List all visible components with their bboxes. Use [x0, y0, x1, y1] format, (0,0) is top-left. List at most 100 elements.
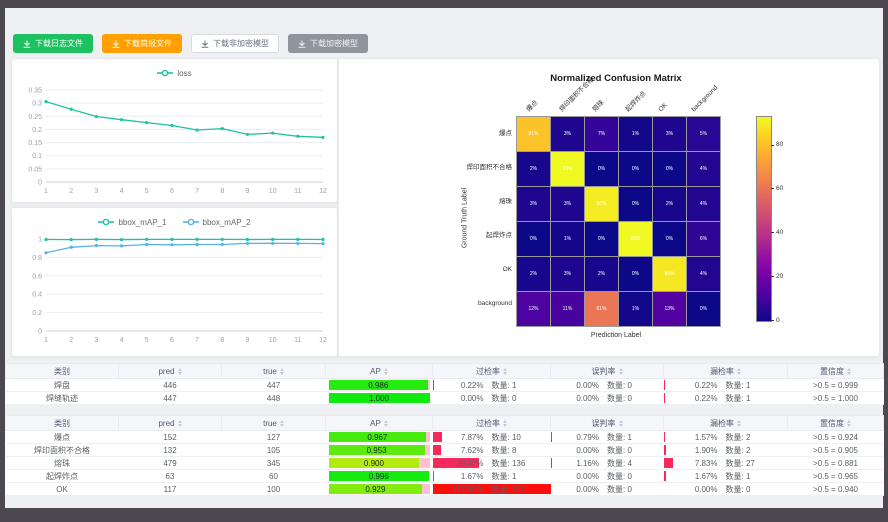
svg-text:0: 0: [38, 329, 42, 336]
col-header-label: 类别: [54, 366, 70, 376]
col-header-ap[interactable]: AP: [325, 363, 433, 379]
sort-icon[interactable]: [503, 419, 507, 427]
sort-icon[interactable]: [847, 419, 851, 427]
rate-percent: 0.22%: [460, 380, 484, 390]
download-icon: [201, 40, 209, 48]
cell-falsedet: 0.00% 数量: 0: [550, 469, 664, 483]
cm-row-label: background: [478, 300, 512, 307]
rate-percent: 1.67%: [694, 471, 718, 481]
rate-count: 数量: 1: [491, 380, 517, 390]
sort-icon[interactable]: [847, 367, 851, 375]
sort-icon[interactable]: [177, 419, 182, 427]
button-label: 下载加密模型: [310, 39, 358, 48]
legend-item-loss[interactable]: loss: [157, 68, 192, 78]
cm-colorbar-tick: [771, 276, 774, 278]
cell-pred: 479: [118, 456, 222, 470]
confusion-matrix-grid: 81% 3% 7% 1% 3% 5% 2% 93% 0% 0% 0% 4% 3% 3% 90% 0% 2% 4% 0…: [516, 116, 721, 327]
sort-icon[interactable]: [503, 367, 507, 375]
cell-class: 起焊炸点: [5, 469, 119, 483]
col-header-ap[interactable]: AP: [325, 415, 433, 431]
rate-count: 数量: 0: [607, 471, 632, 481]
rate-count: 数量: 10: [491, 432, 521, 442]
cell-conf: >0.5 = 0.905: [787, 443, 884, 457]
svg-text:2: 2: [69, 188, 73, 195]
cm-col-label: 熔珠: [591, 99, 606, 114]
rate-count: 数量: 0: [607, 445, 632, 455]
col-header-miss[interactable]: 漏检率: [663, 363, 788, 379]
legend-item-bbox_mAP_2[interactable]: bbox_mAP_2: [182, 218, 251, 227]
ap-bar: 0.929: [328, 484, 423, 494]
rate-bar: [663, 445, 666, 455]
sort-icon[interactable]: [618, 367, 623, 375]
cm-xlabel: Prediction Label: [590, 332, 642, 339]
map-chart-legend: bbox_mAP_1 bbox_mAP_2: [12, 208, 337, 232]
svg-text:0.8: 0.8: [32, 255, 42, 262]
svg-text:10: 10: [269, 188, 277, 195]
sort-icon[interactable]: [737, 367, 741, 375]
cell-true: 447: [221, 378, 326, 392]
col-header-pred[interactable]: pred: [118, 415, 222, 431]
col-header-label: 过检率: [476, 366, 500, 376]
svg-text:1: 1: [44, 188, 48, 195]
cm-cell: 6%: [687, 222, 720, 256]
cell-pred: 446: [118, 378, 222, 392]
cm-colorbar-tick-label: 20: [776, 272, 784, 280]
sort-icon[interactable]: [177, 367, 182, 375]
col-header-over[interactable]: 过检率: [432, 415, 551, 431]
col-header-miss[interactable]: 漏检率: [663, 415, 788, 431]
svg-text:0.05: 0.05: [28, 166, 42, 173]
cell-over: 0.22% 数量: 1: [432, 378, 551, 392]
col-header-label: 置信度: [820, 366, 844, 376]
rate-percent: 1.57%: [694, 432, 718, 442]
download-encrypted-model-button[interactable]: 下载加密模型: [288, 34, 368, 53]
cm-colorbar-tick-label: 80: [776, 141, 784, 149]
rate-percent: 7.62%: [460, 445, 484, 455]
sort-icon[interactable]: [279, 367, 284, 375]
cm-row-label: OK: [502, 266, 512, 273]
rate-percent: 0.22%: [694, 380, 718, 390]
col-header-true[interactable]: true: [221, 363, 326, 379]
dashboard-page: 下载日志文件 下载简报文件 下载非加密模型 下载加密模型 loss 0 0.05 0…: [5, 8, 884, 508]
rate-percent: 0.00%: [576, 471, 599, 481]
svg-text:4: 4: [120, 188, 124, 195]
rate-count: 数量: 1: [607, 432, 632, 442]
col-header-conf[interactable]: 置信度: [787, 363, 884, 379]
svg-text:5: 5: [145, 337, 149, 344]
col-header-falsedet[interactable]: 误判率: [550, 415, 664, 431]
col-header-over[interactable]: 过检率: [432, 363, 551, 379]
col-header-conf[interactable]: 置信度: [787, 415, 884, 431]
sort-icon[interactable]: [618, 419, 623, 427]
legend-item-bbox_mAP_1[interactable]: bbox_mAP_1: [98, 218, 167, 227]
col-header-pred[interactable]: pred: [118, 363, 222, 379]
cm-cell: 93%: [551, 152, 584, 186]
col-header-label: 误判率: [591, 366, 616, 376]
sort-icon[interactable]: [737, 419, 741, 427]
cm-cell: 5%: [687, 117, 720, 151]
rate-count: 数量: 0: [607, 380, 632, 390]
rate-percent: 117.00%: [452, 484, 484, 494]
svg-text:11: 11: [294, 337, 301, 344]
col-header-falsedet[interactable]: 误判率: [550, 363, 664, 379]
col-header-label: 漏检率: [710, 418, 734, 428]
ap-bar: 0.900: [328, 458, 420, 468]
sort-icon[interactable]: [279, 419, 284, 427]
cm-cell: 0%: [653, 152, 686, 186]
cm-row-label: 爆点: [499, 130, 512, 137]
cm-cell: 1%: [619, 292, 652, 326]
svg-text:1: 1: [44, 337, 48, 344]
download-report-button[interactable]: 下载简报文件: [102, 34, 182, 53]
cm-col-label: background: [690, 84, 720, 114]
legend-label: loss: [177, 68, 192, 78]
col-header-label: 误判率: [591, 418, 616, 428]
sort-icon[interactable]: [383, 419, 388, 427]
sort-icon[interactable]: [383, 367, 388, 375]
download-log-button[interactable]: 下载日志文件: [13, 34, 93, 53]
col-header-label: true: [263, 366, 277, 376]
cm-cell: 3%: [551, 117, 584, 151]
cm-colorbar-tick-label: 60: [776, 184, 784, 192]
download-unencrypted-model-button[interactable]: 下载非加密模型: [191, 34, 279, 53]
svg-text:0.4: 0.4: [32, 292, 42, 299]
legend-line-icon: [182, 218, 199, 226]
col-header-true[interactable]: true: [221, 415, 326, 431]
rate-count: 数量: 2: [725, 445, 751, 455]
